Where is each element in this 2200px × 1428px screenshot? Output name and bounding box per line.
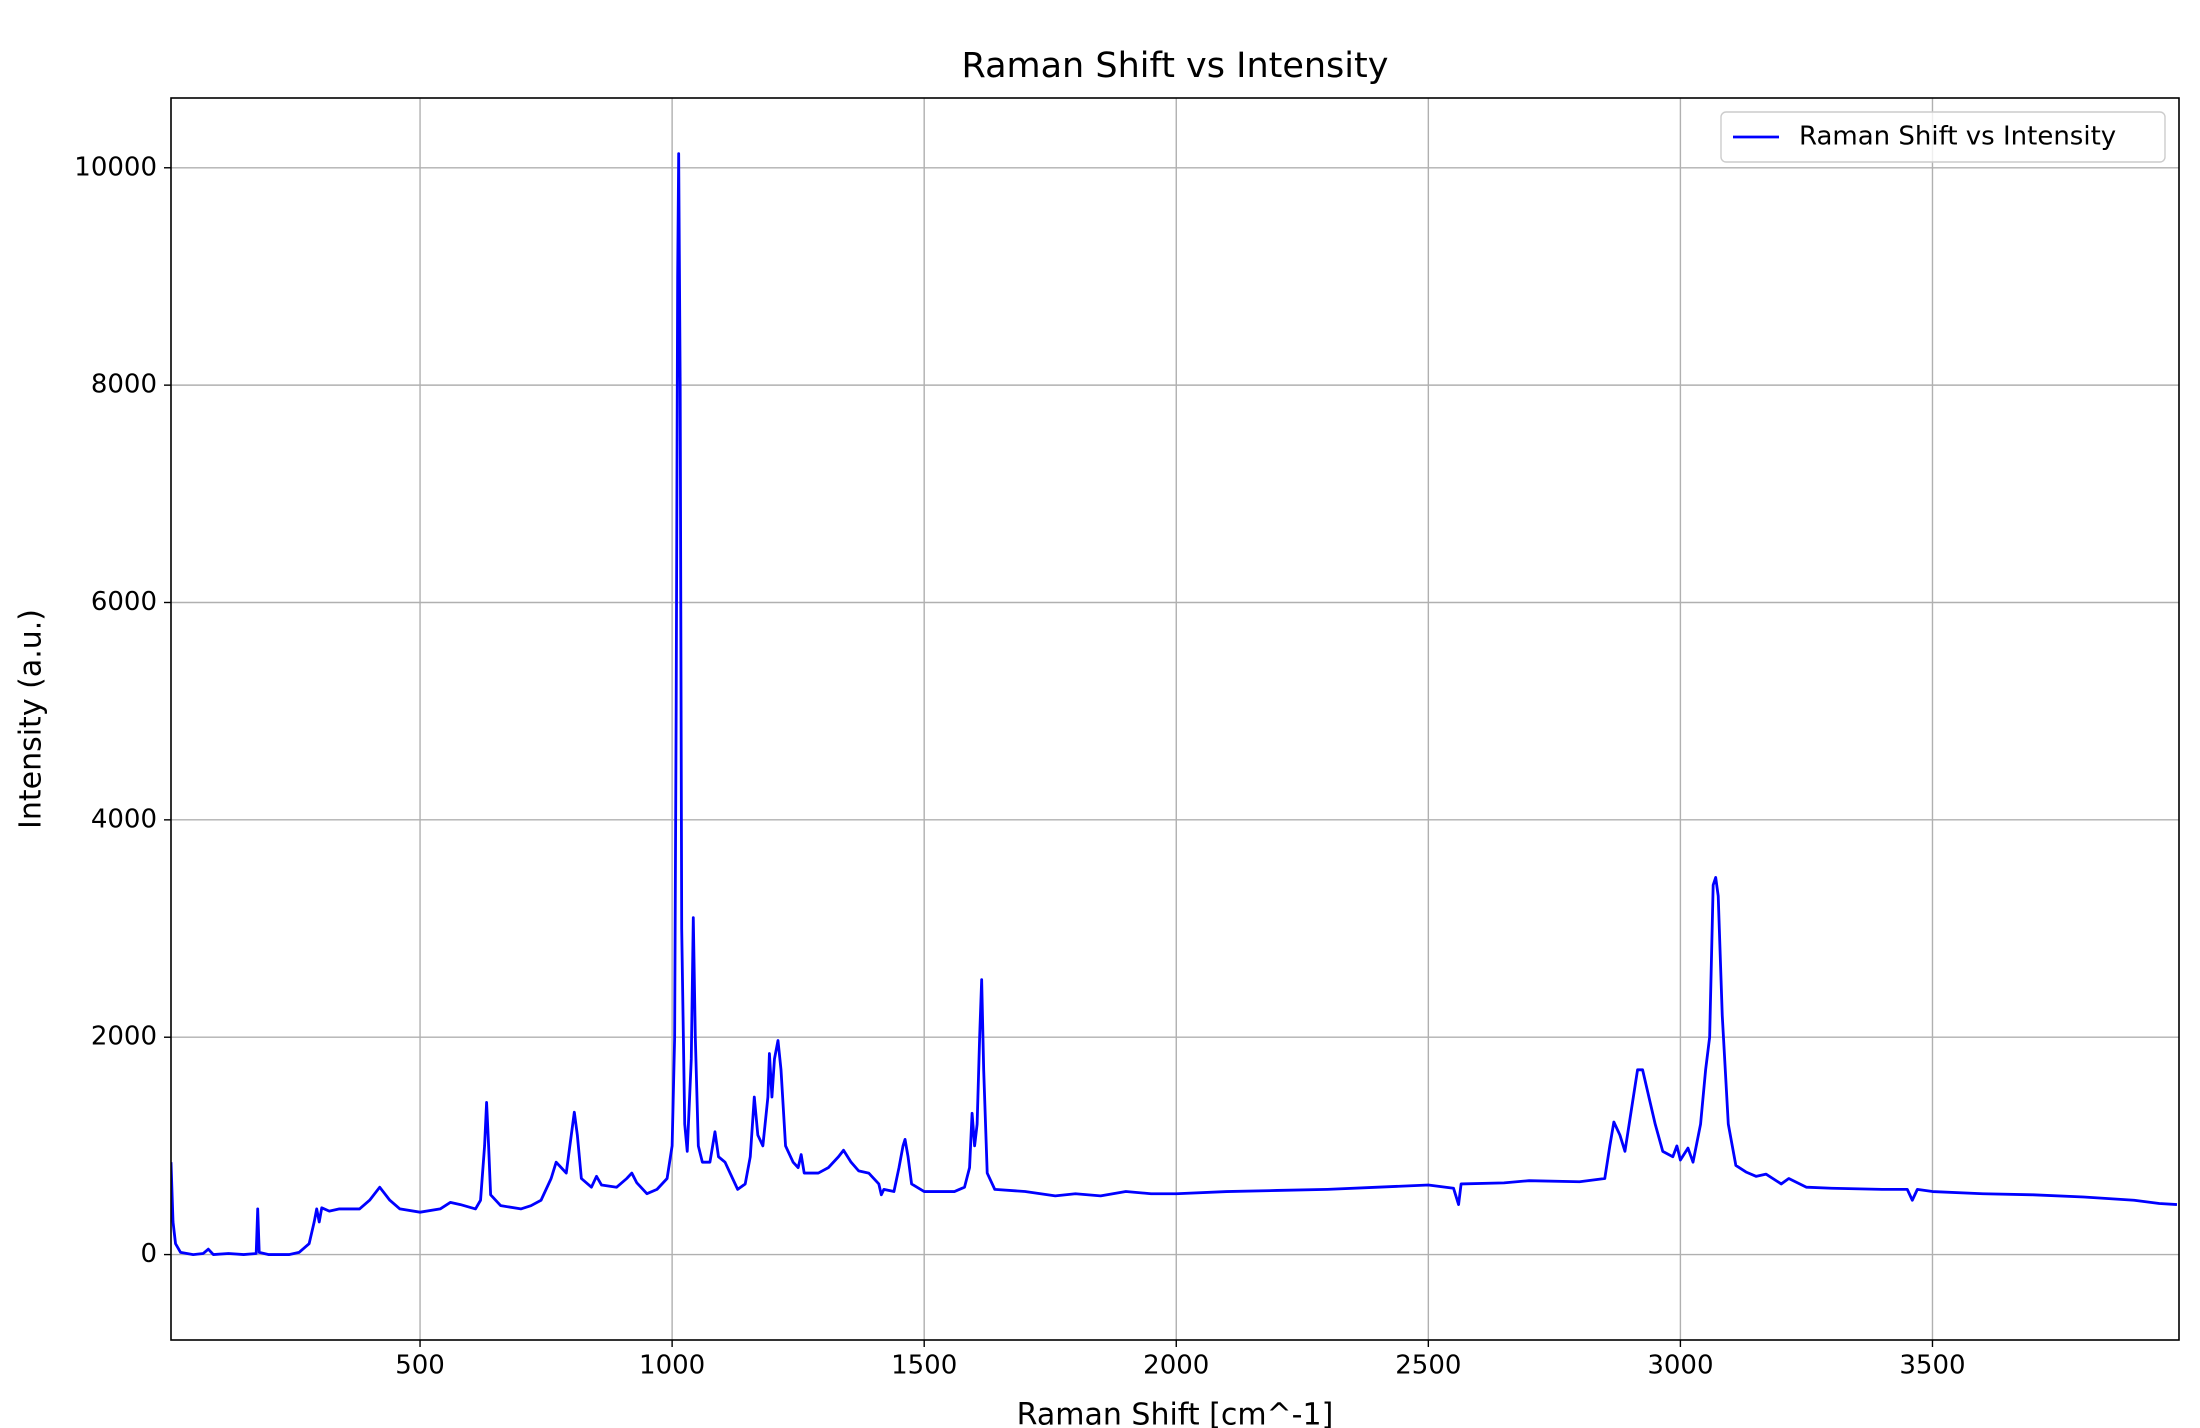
x-tick-label: 2500 <box>1395 1351 1461 1381</box>
y-tick-label: 0 <box>140 1239 157 1269</box>
y-tick-label: 10000 <box>74 152 157 182</box>
plot-frame <box>170 97 2180 1341</box>
chart-title: Raman Shift vs Intensity <box>962 46 1389 86</box>
x-tick-label: 1000 <box>639 1351 705 1381</box>
x-tick-label: 500 <box>395 1351 445 1381</box>
legend-label: Raman Shift vs Intensity <box>1799 122 2116 152</box>
y-tick-label: 8000 <box>91 370 157 400</box>
data-line <box>171 152 2178 1256</box>
x-tick-label: 3000 <box>1647 1351 1713 1381</box>
x-tick-label: 3500 <box>1899 1351 1965 1381</box>
y-tick-label: 6000 <box>91 587 157 617</box>
x-axis-label: Raman Shift [cm^-1] <box>1017 1398 1334 1428</box>
legend-box <box>1720 111 2166 163</box>
y-axis-label: Intensity (a.u.) <box>14 609 49 829</box>
x-tick-label: 2000 <box>1143 1351 1209 1381</box>
x-tick-label: 1500 <box>891 1351 957 1381</box>
y-tick-label: 2000 <box>91 1022 157 1052</box>
y-tick-label: 4000 <box>91 804 157 834</box>
